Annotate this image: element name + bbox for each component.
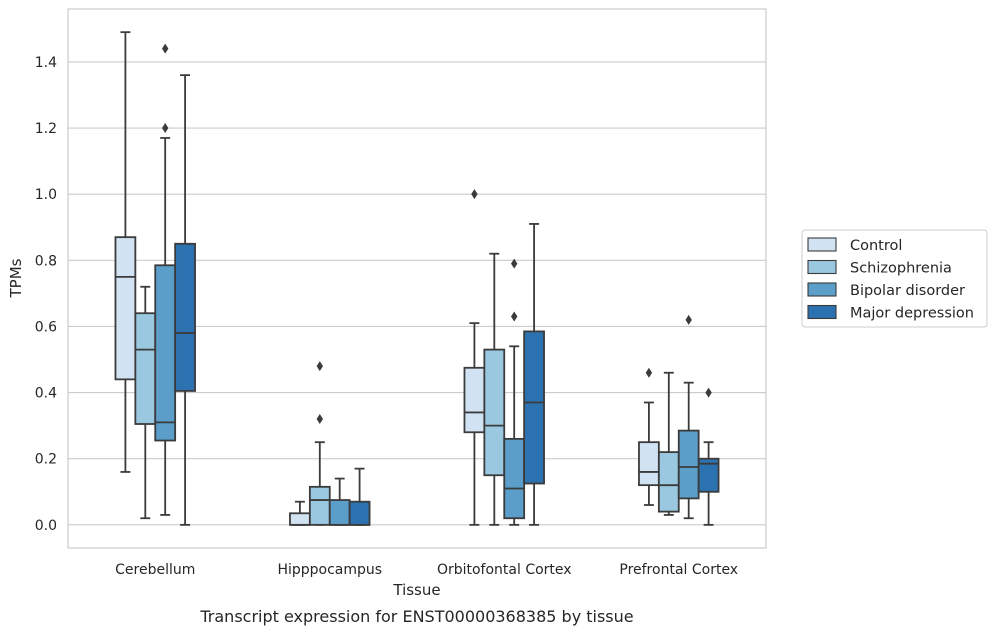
box-group	[503, 258, 526, 526]
outlier-point	[510, 311, 518, 322]
outlier-point	[685, 314, 692, 325]
x-tick-label: Hipppocampus	[277, 562, 382, 578]
box	[677, 429, 700, 500]
box	[154, 264, 177, 442]
legend-swatch	[807, 237, 837, 252]
box	[134, 312, 157, 425]
box	[483, 348, 506, 477]
box-series	[114, 31, 720, 526]
y-tick-label: 0.4	[35, 386, 57, 402]
box	[328, 499, 351, 526]
y-tick-label: 1.0	[35, 187, 57, 203]
box	[114, 236, 137, 381]
outlier-point	[316, 361, 324, 372]
box	[308, 485, 331, 526]
outlier-point	[705, 387, 712, 398]
legend-label: Control	[850, 238, 902, 254]
legend-label: Bipolar disorder	[850, 283, 965, 299]
outlier-point	[645, 367, 653, 378]
x-tick-label: Prefrontal Cortex	[619, 562, 738, 578]
box-group	[174, 74, 196, 526]
x-tick-label: Orbitofontal Cortex	[437, 562, 572, 578]
outlier-point	[510, 258, 518, 269]
box	[348, 500, 371, 526]
y-tick-label: 0.0	[35, 518, 57, 534]
x-axis-ticks: Cerebellum Hipppocampus Orbitofontal Corte…	[115, 562, 738, 578]
legend-swatch	[807, 304, 837, 320]
box-group	[348, 467, 371, 526]
x-axis-label: Tissue	[392, 581, 440, 599]
box	[463, 366, 486, 434]
box-group	[697, 387, 720, 526]
legend-frame	[801, 229, 988, 328]
box-group	[154, 43, 177, 516]
y-tick-label: 0.8	[35, 253, 57, 269]
box-group	[463, 189, 486, 526]
box-group	[114, 31, 137, 473]
box	[638, 441, 660, 487]
legend-label: Major depression	[850, 306, 974, 322]
box	[503, 437, 526, 520]
box	[657, 451, 680, 513]
x-tick-label: Cerebellum	[115, 562, 195, 578]
legend-swatch	[807, 282, 837, 297]
y-tick-label: 0.2	[35, 452, 57, 468]
y-axis-label: TPMs	[7, 258, 25, 298]
box	[697, 457, 720, 493]
outlier-point	[471, 189, 478, 200]
y-axis-ticks: 0.0 0.2 0.4 0.6 0.8 1.0 1.2 1.4	[35, 55, 57, 534]
outlier-point	[161, 123, 169, 134]
outlier-point	[316, 414, 324, 425]
chart-caption: Transcript expression for ENST0000036838…	[199, 607, 633, 626]
y-tick-label: 1.4	[35, 55, 57, 71]
box-group	[308, 361, 331, 526]
y-tick-label: 0.6	[35, 319, 57, 335]
box	[174, 242, 196, 392]
box	[523, 330, 545, 485]
box-group	[134, 285, 157, 520]
box-group	[638, 367, 660, 506]
y-tick-label: 1.2	[35, 121, 57, 137]
box-group	[523, 223, 545, 526]
legend-label: Schizophrenia	[850, 261, 952, 277]
box-group	[483, 252, 506, 526]
box	[289, 512, 311, 526]
legend-swatch	[807, 259, 837, 275]
outlier-point	[161, 43, 169, 54]
legend: Control Schizophrenia Bipolar disorder Majo…	[801, 229, 988, 328]
